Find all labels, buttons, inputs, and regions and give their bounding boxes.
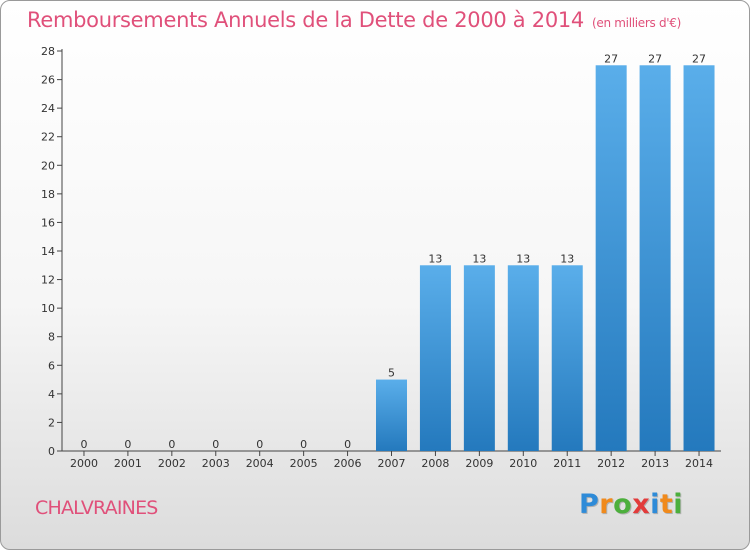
logo-letter: o: [613, 489, 633, 520]
y-tick-label: 18: [41, 188, 55, 201]
bar-value-label: 0: [212, 438, 219, 451]
y-tick-label: 24: [41, 102, 55, 115]
x-tick-label: 2002: [158, 457, 186, 470]
y-tick-label: 26: [41, 74, 55, 87]
bar-value-label: 13: [516, 252, 530, 265]
x-tick-label: 2009: [465, 457, 493, 470]
y-tick-label: 12: [41, 274, 55, 287]
bar-value-label: 13: [560, 252, 574, 265]
y-tick-label: 10: [41, 302, 55, 315]
x-tick-label: 2000: [70, 457, 98, 470]
bar-value-label: 5: [388, 367, 395, 380]
y-tick-label: 4: [48, 388, 55, 401]
logo-letter: t: [659, 489, 674, 520]
y-tick-label: 28: [41, 45, 55, 58]
bar-value-label: 0: [80, 438, 87, 451]
x-tick-label: 2011: [553, 457, 581, 470]
bar-value-label: 0: [300, 438, 307, 451]
bar: [639, 65, 671, 452]
bar: [551, 265, 583, 451]
bar-value-label: 0: [256, 438, 263, 451]
bar-value-label: 27: [648, 52, 662, 65]
bar-value-label: 13: [428, 252, 442, 265]
bar-value-label: 0: [344, 438, 351, 451]
logo-letter: r: [599, 489, 614, 520]
y-tick-label: 6: [48, 359, 55, 372]
x-tick-label: 2006: [334, 457, 362, 470]
chart-title-text: Remboursements Annuels de la Dette de 20…: [27, 8, 584, 32]
x-tick-label: 2010: [509, 457, 537, 470]
logo-letter: i: [650, 489, 660, 520]
bar: [376, 379, 407, 451]
x-tick-label: 2005: [290, 457, 318, 470]
logo-letter: x: [632, 489, 651, 520]
y-tick-label: 8: [48, 331, 55, 344]
bar: [419, 265, 451, 451]
chart-unit-label: (en milliers d'€): [592, 16, 682, 30]
bar-value-label: 0: [168, 438, 175, 451]
bar-value-label: 13: [472, 252, 486, 265]
x-tick-label: 2003: [202, 457, 230, 470]
x-tick-label: 2014: [685, 457, 713, 470]
commune-name: CHALVRAINES: [35, 497, 158, 519]
logo-letter: i: [673, 489, 684, 520]
y-tick-label: 14: [41, 245, 55, 258]
x-axis: 2000 2001 2002 2003 2004 2005 2006 2007 2008 2009…: [62, 450, 721, 470]
bar: [463, 265, 495, 451]
bar-value-label: 27: [692, 52, 706, 65]
chart-title: Remboursements Annuels de la Dette de 20…: [27, 8, 681, 32]
y-tick-label: 16: [41, 216, 55, 229]
logo-letter: P: [579, 489, 600, 520]
x-tick-label: 2012: [597, 457, 625, 470]
x-tick-label: 2008: [421, 457, 449, 470]
x-tick-label: 2007: [378, 457, 406, 470]
y-tick-label: 22: [41, 131, 55, 144]
bars: 0 0 0 0 0 0 0 5 13 13 13 13 27 27 27: [80, 52, 715, 452]
y-tick-label: 20: [41, 159, 55, 172]
y-tick-label: 0: [48, 445, 55, 458]
proxiti-logo: Proxiti: [579, 489, 683, 520]
bar-value-label: 0: [124, 438, 131, 451]
bar: [595, 65, 627, 452]
y-tick-label: 2: [48, 416, 55, 429]
x-tick-label: 2004: [246, 457, 274, 470]
x-tick-label: 2001: [114, 457, 142, 470]
x-tick-label: 2013: [641, 457, 669, 470]
bar: [683, 65, 715, 452]
bar: [507, 265, 539, 451]
bar-value-label: 27: [604, 52, 618, 65]
